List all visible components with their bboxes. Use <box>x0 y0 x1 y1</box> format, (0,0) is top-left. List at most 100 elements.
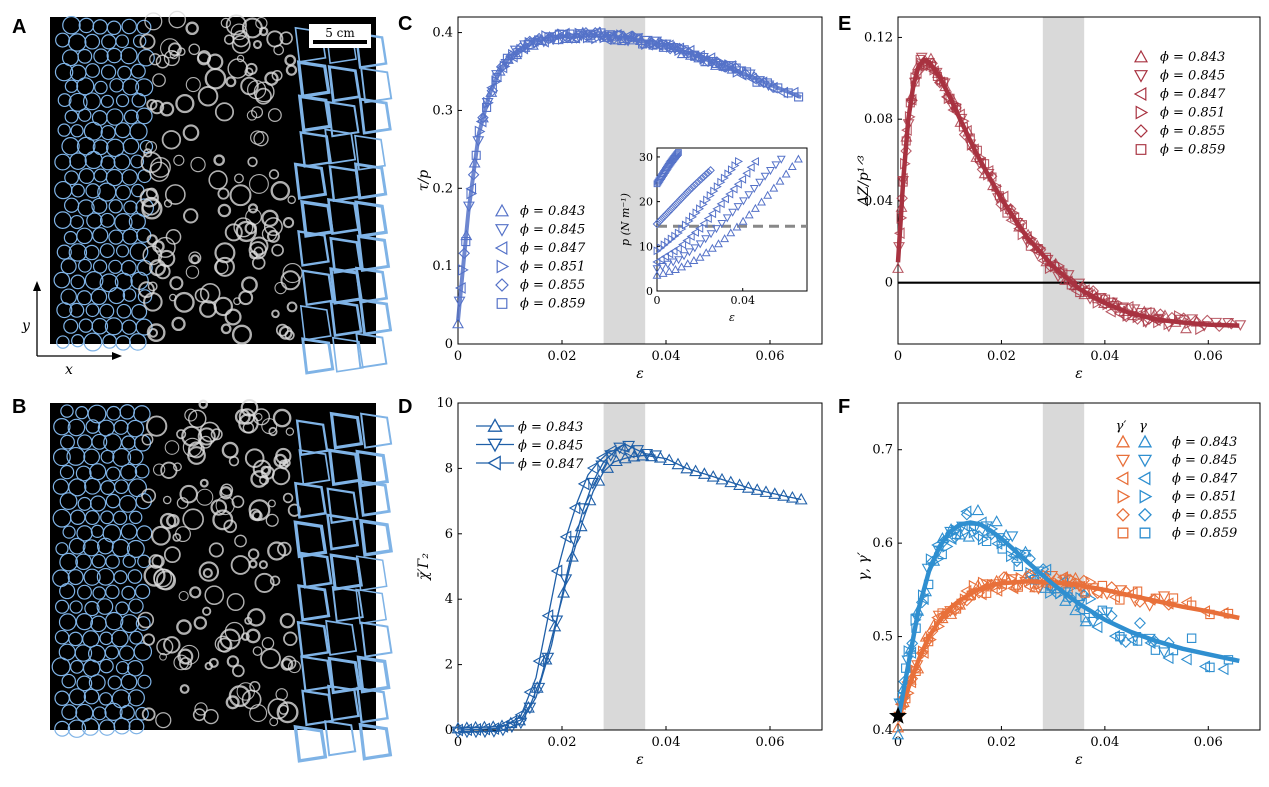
data-marker <box>622 440 636 453</box>
stress-chain <box>185 77 201 93</box>
foam-cell <box>354 31 388 69</box>
foam-cell <box>354 134 386 171</box>
inset-marker <box>678 240 687 249</box>
inset-marker <box>716 199 725 209</box>
inset-x-tick-label: 0 <box>654 294 661 307</box>
bubble-cell <box>134 583 151 600</box>
stress-chain <box>253 81 275 103</box>
inset-marker <box>746 162 755 172</box>
data-marker <box>710 58 720 68</box>
legend-marker-gamma-prime <box>1116 507 1130 522</box>
bubble-cell <box>88 674 106 691</box>
data-marker <box>733 478 747 490</box>
legend-marker-gamma <box>1137 434 1153 448</box>
foam-cell <box>353 162 388 200</box>
data-marker <box>586 477 600 490</box>
inset-marker <box>663 260 673 269</box>
bubble-cell <box>54 599 70 614</box>
bubble-cell <box>77 48 93 64</box>
stress-chain <box>249 174 269 194</box>
data-marker <box>559 574 573 586</box>
foam-cell <box>329 299 363 337</box>
stress-chain <box>261 637 275 650</box>
inset-marker <box>775 176 785 185</box>
data-marker <box>750 483 764 495</box>
inset-marker <box>695 223 704 233</box>
x-tick-label: 0.06 <box>1194 735 1223 750</box>
stress-chain <box>141 433 154 446</box>
bubble-cell <box>59 492 78 511</box>
stress-chain <box>224 308 242 326</box>
legend-label: ϕ = 0.851 <box>1172 490 1237 505</box>
inset-marker <box>673 151 680 159</box>
gamma-marker <box>1010 555 1023 568</box>
stress-chain <box>234 173 244 184</box>
bubble-cell <box>56 302 73 319</box>
gamma-prime-marker <box>981 588 992 598</box>
gamma-marker <box>1198 660 1211 673</box>
stress-chain <box>217 187 230 200</box>
bubble-cell <box>64 109 79 124</box>
inset-chart: 0 0.04 0 10 20 30 ε p (N m⁻¹) <box>619 147 808 324</box>
gamma-prime-marker <box>1080 588 1090 598</box>
legend-marker <box>1134 124 1148 138</box>
bubble-cell <box>62 15 81 35</box>
inset-marker <box>711 225 721 234</box>
bubble-cell <box>121 18 138 35</box>
y-tick-label: 0.2 <box>432 181 453 196</box>
bubble-cell <box>94 80 108 95</box>
inset-marker <box>674 150 681 158</box>
bubble-cell <box>82 539 100 557</box>
legend-label: ϕ = 0.845 <box>518 439 583 454</box>
stress-chain <box>163 49 180 67</box>
bubble-cell <box>64 170 79 186</box>
bubble-cell <box>75 553 92 571</box>
y-tick-label: 0 <box>885 276 893 291</box>
bubble-cell <box>57 123 71 137</box>
foam-cell <box>326 487 359 524</box>
bubble-cell <box>130 63 146 79</box>
legend-label: ϕ = 0.859 <box>1160 143 1225 158</box>
stress-chain <box>189 586 202 599</box>
inset-marker <box>720 234 730 243</box>
stress-chain <box>224 223 243 242</box>
foam-cell <box>354 200 388 239</box>
stress-chain <box>267 499 276 508</box>
bubble-cell <box>68 243 88 262</box>
stress-chain <box>267 108 282 123</box>
bubble-cell <box>52 448 71 467</box>
inset-marker <box>690 244 700 253</box>
inset-marker <box>665 249 674 259</box>
inset-marker <box>733 203 743 212</box>
x-tick-label: 0.02 <box>548 349 577 364</box>
data-marker <box>1186 314 1199 326</box>
cell-network-b <box>51 399 393 763</box>
legend-marker-gamma <box>1137 471 1151 486</box>
stress-chain <box>287 195 296 205</box>
x-axis-label: ε <box>1075 366 1083 382</box>
inset-marker <box>733 179 742 189</box>
inset-marker <box>672 152 680 160</box>
data-marker <box>671 457 685 470</box>
gamma-marker <box>1205 662 1215 673</box>
stress-chain <box>141 488 157 504</box>
bubble-cell <box>54 720 71 737</box>
stress-chain <box>208 542 224 558</box>
bubble-cell <box>69 152 87 170</box>
stress-chain <box>169 293 177 302</box>
inset-marker <box>742 168 751 178</box>
gamma-marker <box>1080 612 1090 623</box>
foam-cell <box>331 585 364 623</box>
gamma-prime-marker <box>1029 581 1042 593</box>
stress-chain <box>168 10 187 29</box>
legend-marker <box>487 418 503 432</box>
gamma-prime-marker <box>1045 570 1059 583</box>
bubble-cell <box>106 47 123 64</box>
axis-arrows: y x <box>21 281 122 378</box>
inset-marker <box>706 230 716 239</box>
bubble-cell <box>100 94 114 108</box>
inset-marker <box>728 208 738 217</box>
stress-chain <box>238 290 254 306</box>
legend-marker-gamma-prime <box>1115 471 1129 486</box>
stress-chain <box>220 323 232 335</box>
